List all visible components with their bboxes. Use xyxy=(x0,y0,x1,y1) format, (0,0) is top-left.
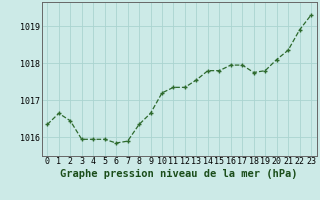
X-axis label: Graphe pression niveau de la mer (hPa): Graphe pression niveau de la mer (hPa) xyxy=(60,169,298,179)
